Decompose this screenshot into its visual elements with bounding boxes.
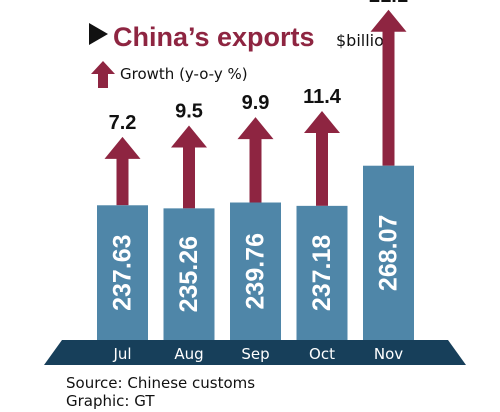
- bar-value-sep: 239.76: [242, 233, 270, 309]
- title-triangle-icon: [89, 23, 108, 45]
- growth-arrow-aug: [171, 125, 207, 209]
- growth-arrow-nov: [370, 9, 407, 166]
- growth-label-sep: 9.9: [242, 92, 270, 114]
- growth-arrow-jul: [104, 136, 141, 206]
- source-text: Source: Chinese customs: [66, 374, 255, 392]
- credit-text: Graphic: GT: [66, 392, 155, 410]
- month-label-nov: Nov: [374, 345, 403, 363]
- chart-base: [44, 340, 466, 365]
- month-label-jul: Jul: [112, 345, 131, 363]
- bar-value-oct: 237.18: [308, 235, 336, 312]
- legend-arrow-icon: [91, 61, 115, 88]
- bar-nov: [363, 165, 414, 340]
- growth-arrow-sep: [237, 117, 274, 203]
- growth-label-jul: 7.2: [109, 112, 137, 134]
- month-label-oct: Oct: [309, 345, 335, 363]
- growth-arrow-oct: [304, 111, 340, 206]
- unit-label: $billion: [336, 31, 394, 50]
- bar-value-nov: 268.07: [375, 215, 403, 291]
- bar-aug: [163, 208, 215, 340]
- bar-oct: [296, 205, 348, 340]
- bar-sep: [230, 202, 281, 340]
- chart-title: China’s exports: [113, 22, 315, 52]
- growth-label-aug: 9.5: [175, 101, 203, 123]
- growth-label-oct: 11.4: [303, 86, 342, 108]
- bar-value-jul: 237.63: [109, 234, 137, 310]
- bar-jul: [97, 205, 148, 340]
- bar-value-aug: 235.26: [175, 236, 203, 312]
- month-label-sep: Sep: [241, 345, 269, 363]
- growth-label-nov: 21.1: [369, 0, 408, 7]
- legend-growth-label: Growth (y-o-y %): [120, 65, 248, 83]
- month-label-aug: Aug: [174, 345, 203, 363]
